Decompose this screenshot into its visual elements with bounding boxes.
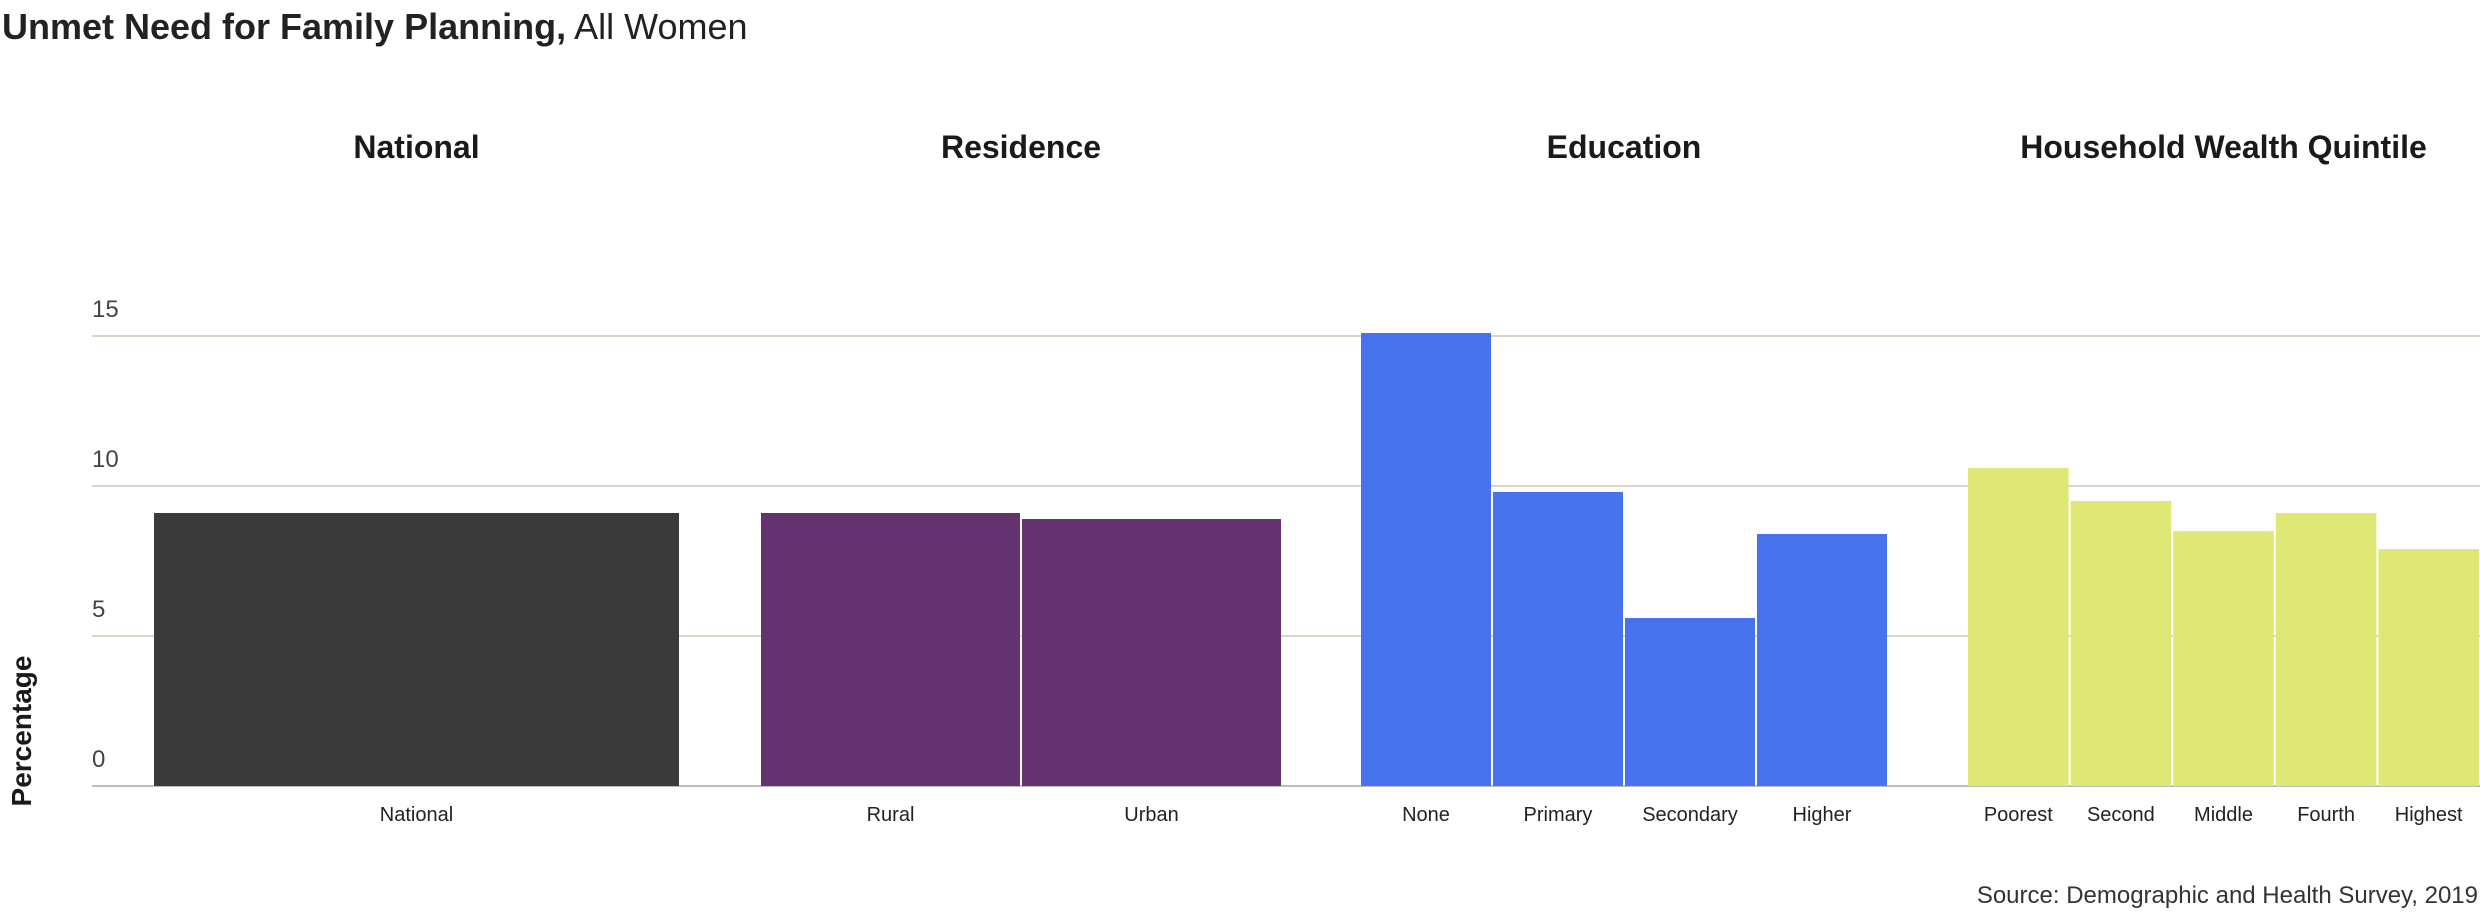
y-tick-label-10: 10 (92, 446, 119, 473)
bar-education-primary (1493, 492, 1623, 786)
group-title-household-wealth-quintile: Household Wealth Quintile (2020, 129, 2427, 165)
bar-household-wealth-quintile-middle (2173, 531, 2274, 786)
source-note: Source: Demographic and Health Survey, 2… (1976, 882, 2478, 909)
category-label-urban: Urban (1124, 804, 1178, 826)
bar-residence-urban (1022, 519, 1281, 786)
y-tick-label-15: 15 (92, 296, 119, 323)
category-label-secondary: Secondary (1642, 804, 1738, 826)
bar-household-wealth-quintile-poorest (1968, 468, 2069, 786)
category-labels: National Rural Urban None Primary Secondary Hi… (380, 804, 2463, 826)
y-tick-label-0: 0 (92, 746, 105, 773)
category-label-poorest: Poorest (1984, 804, 2053, 826)
bar-education-higher (1757, 534, 1887, 786)
bar-national-national (154, 513, 679, 786)
bars (154, 333, 2479, 786)
category-label-primary: Primary (1524, 804, 1593, 826)
group-titles: National Residence Education Household Weal… (353, 129, 2426, 165)
y-tick-label-5: 5 (92, 596, 105, 623)
group-title-residence: Residence (941, 129, 1101, 165)
chart-title-rest: All Women (566, 6, 748, 47)
bar-education-secondary (1625, 618, 1755, 786)
group-title-national: National (353, 129, 479, 165)
category-label-middle: Middle (2194, 804, 2253, 826)
category-label-rural: Rural (867, 804, 915, 826)
chart-title-bold: Unmet Need for Family Planning, (2, 6, 567, 47)
category-label-higher: Higher (1793, 804, 1852, 826)
group-title-education: Education (1547, 129, 1702, 165)
bar-household-wealth-quintile-second (2070, 501, 2172, 786)
bar-education-none (1361, 333, 1491, 786)
category-label-second: Second (2087, 804, 2155, 826)
category-label-fourth: Fourth (2297, 804, 2355, 826)
bar-household-wealth-quintile-fourth (2275, 513, 2377, 786)
category-label-national: National (380, 804, 453, 826)
bar-residence-rural (761, 513, 1020, 786)
chart-title: Unmet Need for Family Planning, All Wome… (2, 6, 748, 48)
category-label-highest: Highest (2395, 804, 2463, 826)
category-label-none: None (1402, 804, 1450, 826)
y-tick-labels: 0 5 10 15 (92, 296, 119, 773)
y-axis-label: Percentage (6, 656, 37, 807)
bar-household-wealth-quintile-highest (2378, 549, 2479, 786)
